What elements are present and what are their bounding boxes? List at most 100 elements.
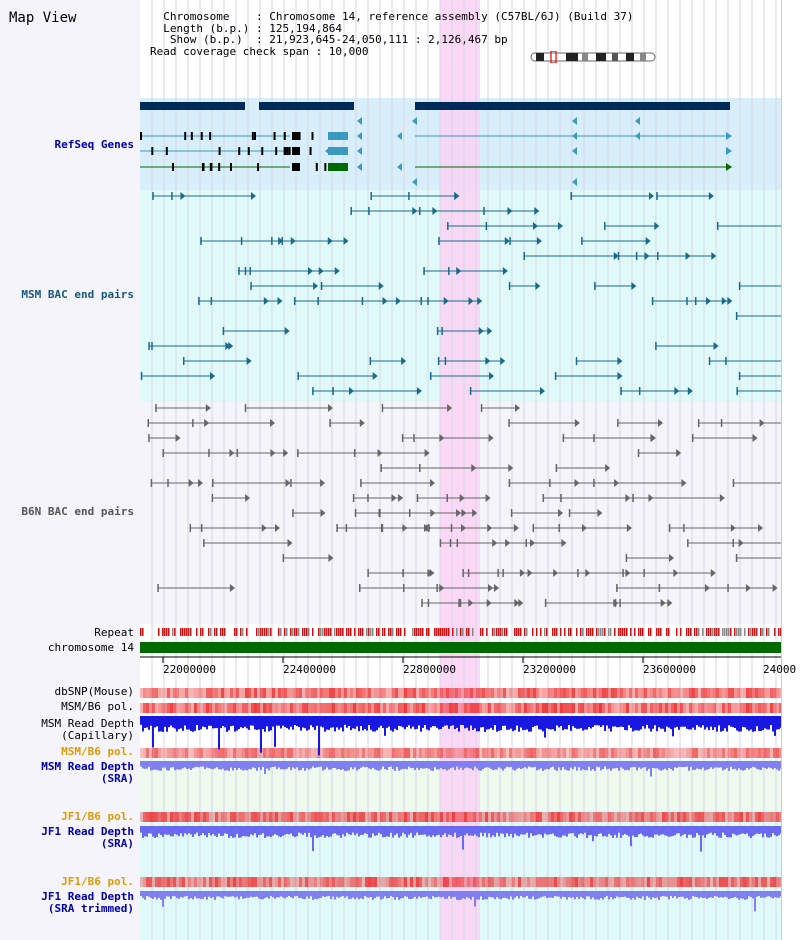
heat-cell <box>185 688 188 698</box>
exon <box>209 132 212 140</box>
track-label-dbsnp[interactable]: dbSNP(Mouse) <box>54 685 134 698</box>
heat-cell <box>527 688 530 698</box>
heat-cell <box>551 812 554 822</box>
heat-cell <box>698 877 701 887</box>
bac-end <box>477 297 483 305</box>
heat-cell <box>245 748 248 758</box>
heat-cell <box>449 812 452 822</box>
repeat-mark <box>552 628 554 636</box>
track-label-msm-depth-cap[interactable]: MSM Read Depth <box>41 717 134 730</box>
heat-cell <box>704 688 707 698</box>
track-label-chromosome[interactable]: chromosome 14 <box>47 641 134 654</box>
depth-bar <box>678 761 680 767</box>
bac-end <box>211 479 214 487</box>
heat-cell <box>362 703 365 713</box>
exon <box>292 132 300 140</box>
depth-bar <box>774 761 776 769</box>
track-label-repeat[interactable]: Repeat <box>94 626 134 639</box>
depth-bar <box>546 761 548 769</box>
depth-bar <box>558 761 560 768</box>
bac-end <box>500 357 506 365</box>
heat-cell <box>617 748 620 758</box>
heat-cell <box>614 688 617 698</box>
depth-bar <box>206 826 208 838</box>
heat-cell <box>200 877 203 887</box>
heat-cell <box>680 688 683 698</box>
heat-cell <box>338 877 341 887</box>
heat-cell <box>485 877 488 887</box>
page-title: Map View <box>9 10 77 26</box>
depth-bar <box>356 826 358 834</box>
depth-bar <box>646 826 648 836</box>
heat-cell <box>629 812 632 822</box>
track-label-b6n-bac[interactable]: B6N BAC end pairs <box>21 505 134 518</box>
map-plot[interactable] <box>140 0 781 940</box>
heat-cell <box>581 812 584 822</box>
track-label-jf1-b6-pol-2[interactable]: JF1/B6 pol. <box>61 875 134 888</box>
depth-bar <box>306 826 308 837</box>
heat-cell <box>659 748 662 758</box>
depth-bar <box>688 891 690 900</box>
bac-end <box>358 584 361 592</box>
heat-cell <box>383 748 386 758</box>
depth-bar <box>312 761 314 767</box>
depth-bar <box>728 716 730 726</box>
depth-bar <box>268 826 270 837</box>
heat-cell <box>257 748 260 758</box>
heat-cell <box>503 748 506 758</box>
heat-cell <box>713 877 716 887</box>
heat-cell <box>230 877 233 887</box>
track-label-jf1-depth[interactable]: JF1 Read Depth <box>41 825 134 838</box>
depth-bar <box>272 826 274 836</box>
heat-cell <box>665 812 668 822</box>
heat-cell <box>236 688 239 698</box>
depth-bar <box>168 891 170 897</box>
heat-cell <box>737 877 740 887</box>
depth-bar <box>218 891 220 897</box>
depth-bar <box>292 891 294 899</box>
heat-cell <box>476 877 479 887</box>
depth-bar <box>336 826 338 835</box>
depth-bar <box>308 761 310 770</box>
track-label-msm-b6-pol-sra[interactable]: MSM/B6 pol. <box>61 745 134 758</box>
heat-cell <box>758 688 761 698</box>
depth-bar <box>660 891 662 897</box>
depth-bar <box>240 716 242 728</box>
track-label-msm-depth-sra[interactable]: MSM Read Depth <box>41 760 134 773</box>
heat-cell <box>749 703 752 713</box>
heat-cell <box>722 877 725 887</box>
heat-cell <box>179 812 182 822</box>
depth-bar <box>490 891 492 898</box>
heat-cell <box>638 812 641 822</box>
depth-bar <box>744 891 746 900</box>
depth-bar <box>462 716 464 725</box>
heat-cell <box>416 812 419 822</box>
depth-bar <box>644 761 646 768</box>
depth-bar <box>690 761 692 767</box>
chromosome-ideogram[interactable] <box>530 51 656 63</box>
heat-cell <box>527 877 530 887</box>
depth-bar <box>752 826 754 836</box>
heat-cell <box>587 812 590 822</box>
depth-bar <box>668 716 670 728</box>
repeat-mark <box>290 628 292 636</box>
track-label-jf1-depth-trim[interactable]: JF1 Read Depth <box>41 890 134 903</box>
depth-bar <box>148 761 150 767</box>
depth-bar <box>530 891 532 900</box>
track-label-msm-b6-pol[interactable]: MSM/B6 pol. <box>61 700 134 713</box>
depth-bar <box>504 826 506 838</box>
heat-cell <box>620 688 623 698</box>
depth-bar <box>620 761 622 768</box>
bac-end <box>447 404 453 412</box>
depth-bar <box>450 891 452 899</box>
heat-cell <box>440 812 443 822</box>
depth-bar <box>650 716 652 732</box>
heat-cell <box>200 703 203 713</box>
heat-cell <box>248 748 251 758</box>
track-label-jf1-b6-pol[interactable]: JF1/B6 pol. <box>61 810 134 823</box>
track-label-msm-bac[interactable]: MSM BAC end pairs <box>21 288 134 301</box>
track-label-refseq[interactable]: RefSeq Genes <box>54 138 134 151</box>
heat-cell <box>395 812 398 822</box>
heat-cell <box>755 688 758 698</box>
depth-bar <box>638 716 640 731</box>
